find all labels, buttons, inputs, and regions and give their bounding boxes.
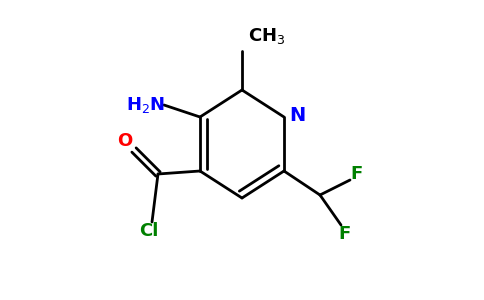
Text: CH$_3$: CH$_3$ [248,26,286,46]
Text: Cl: Cl [139,222,159,240]
Text: N: N [289,106,305,125]
Text: O: O [118,132,133,150]
Text: H$_2$N: H$_2$N [126,95,166,115]
Text: F: F [350,165,362,183]
Text: F: F [338,225,350,243]
